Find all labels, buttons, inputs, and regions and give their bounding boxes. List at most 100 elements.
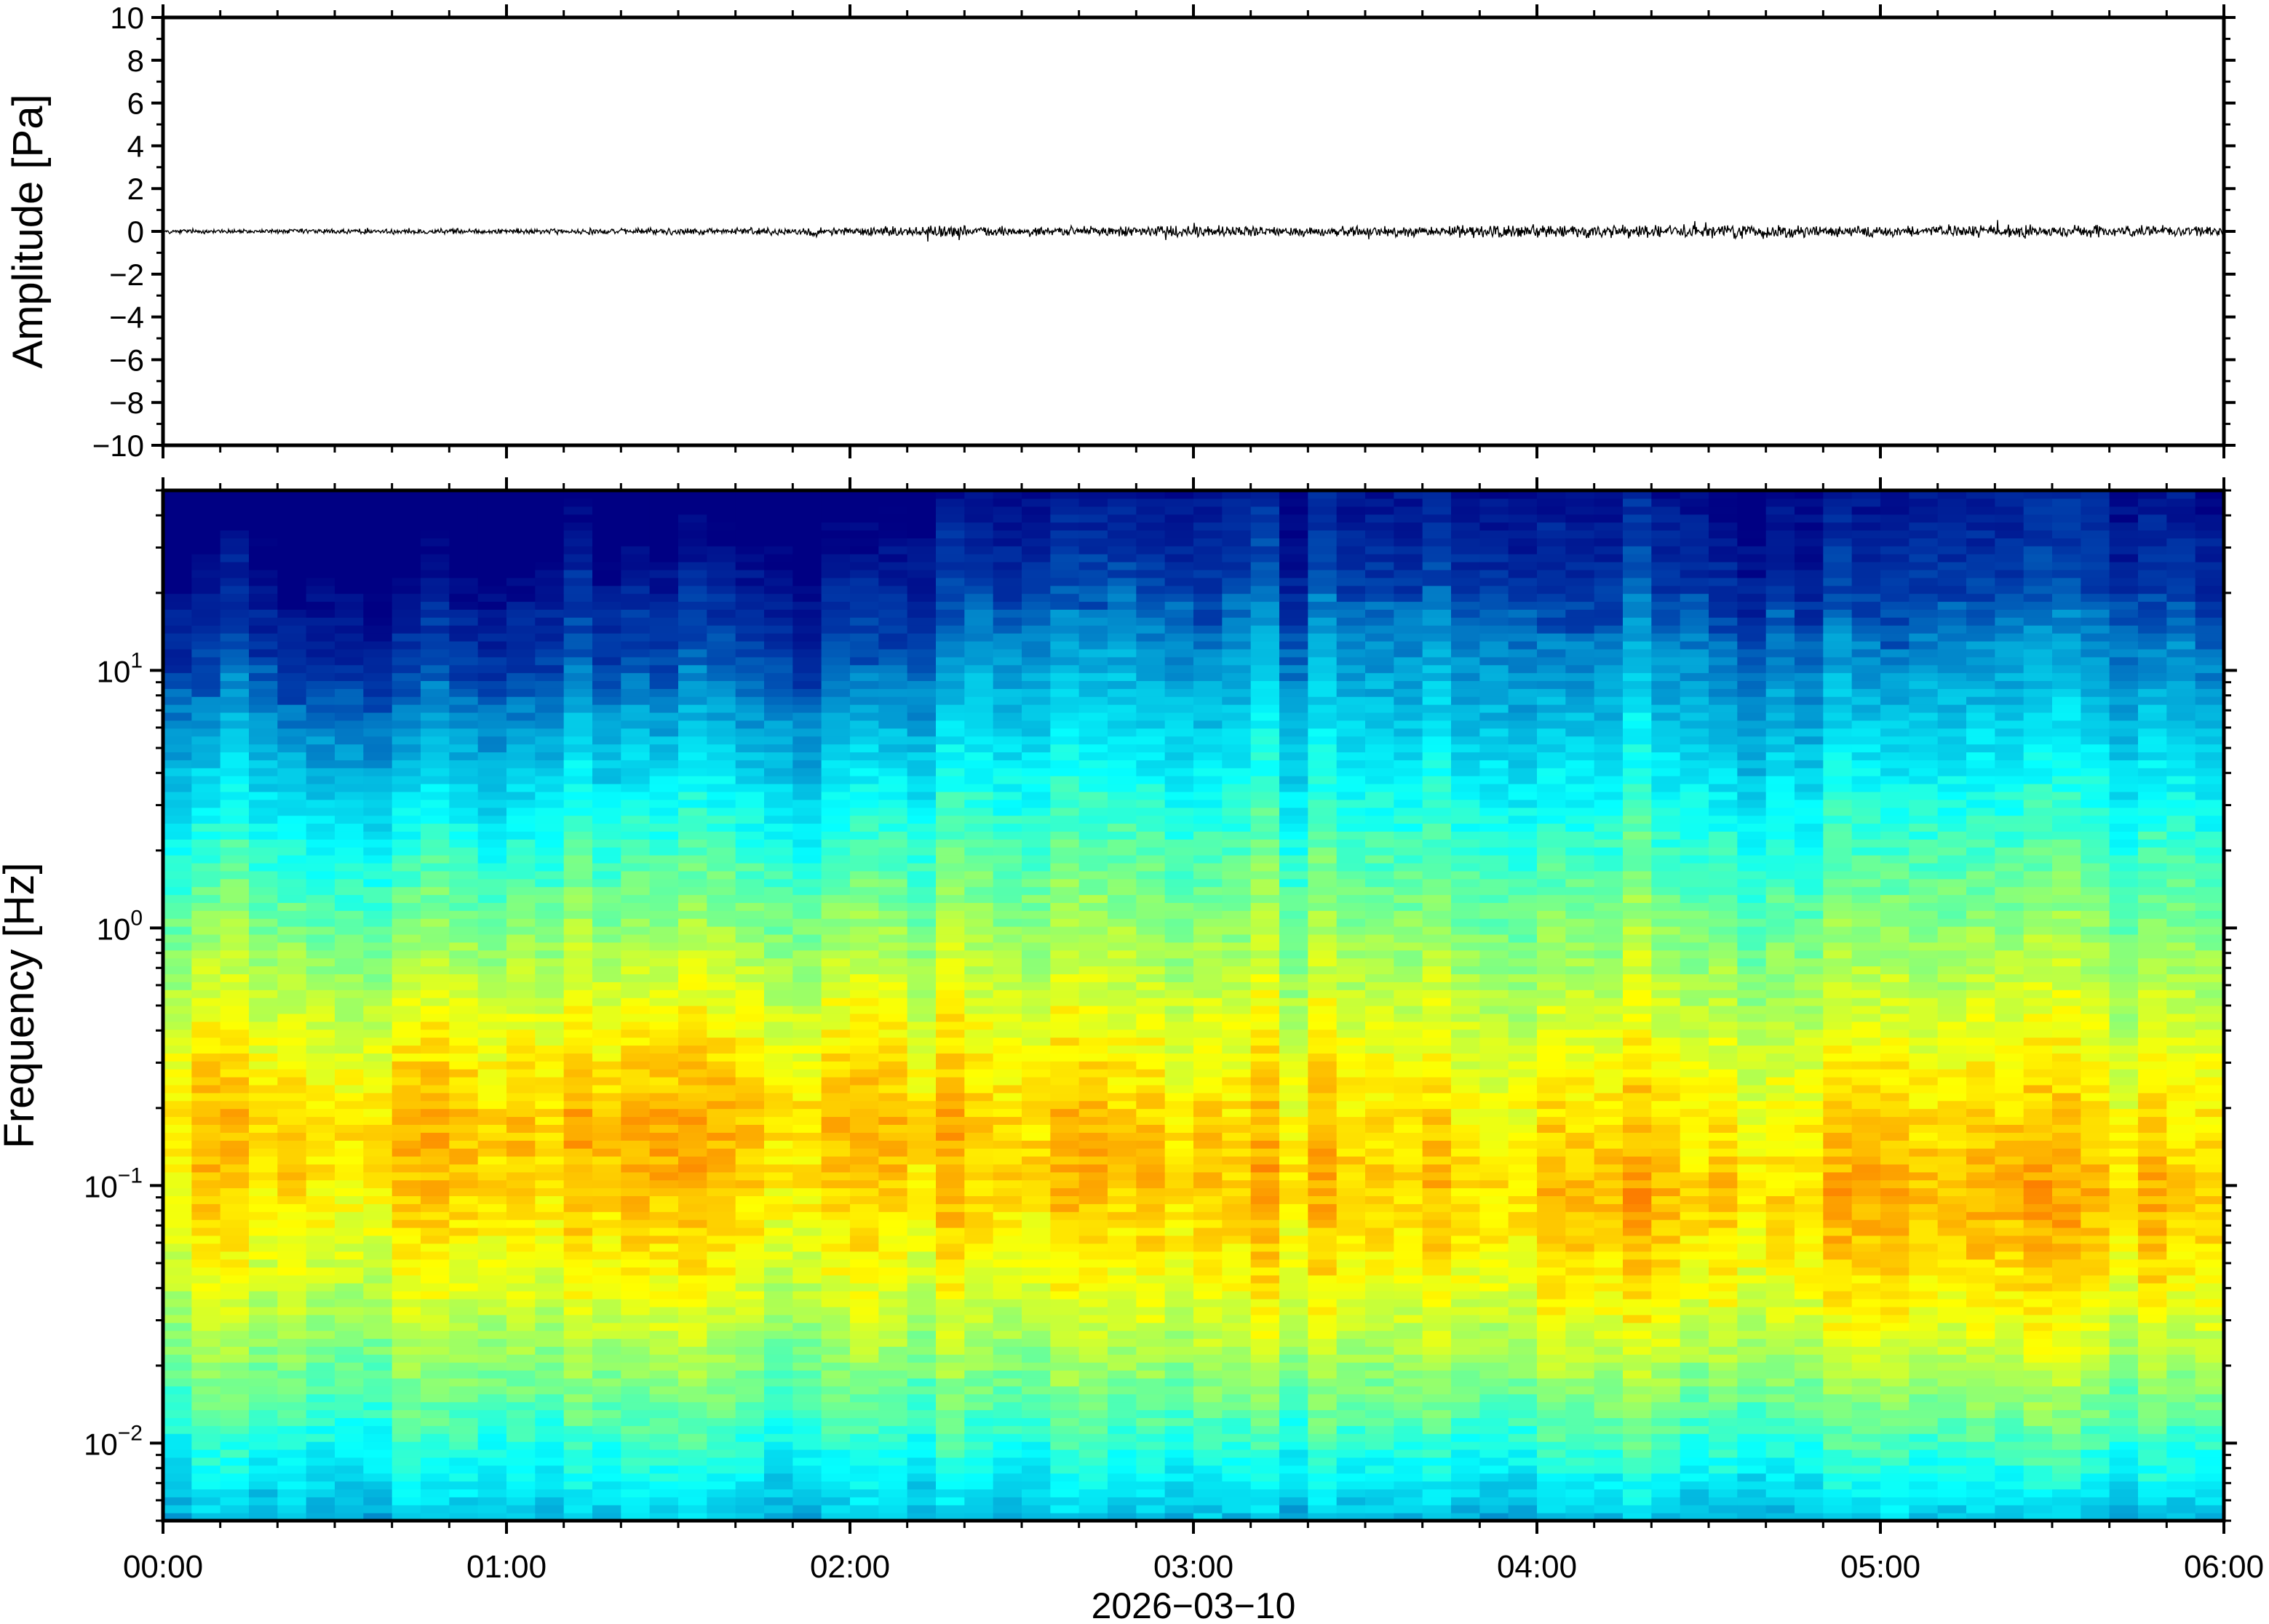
spectrogram-cell [1108, 1053, 1137, 1062]
spectrogram-cell [1136, 1299, 1166, 1307]
spectrogram-cell [621, 720, 651, 729]
spectrogram-cell [907, 656, 937, 666]
spectrogram-cell [792, 752, 822, 760]
spectrogram-cell [1136, 934, 1166, 943]
spectrogram-cell [592, 1377, 621, 1387]
spectrogram-cell [477, 1203, 507, 1212]
spectrogram-cell [1222, 1267, 1252, 1275]
spectrogram-cell [936, 1029, 965, 1038]
spectrogram-cell [191, 1084, 221, 1094]
spectrogram-cell [335, 1299, 364, 1307]
spectrogram-cell [421, 791, 450, 800]
spectrogram-cell [649, 1092, 679, 1102]
spectrogram-cell [621, 688, 651, 697]
spectrogram-cell [1050, 1006, 1080, 1014]
spectrogram-cell [249, 1227, 278, 1236]
spectrogram-cell [535, 1108, 565, 1118]
spectrogram-cell [563, 712, 593, 721]
spectrogram-cell [792, 1283, 822, 1291]
spectrogram-cell [1078, 1322, 1108, 1332]
spectrogram-cell [649, 1417, 679, 1426]
spectrogram-cell [191, 1306, 221, 1315]
spectrogram-cell [163, 1021, 192, 1030]
spectrogram-cell [993, 1314, 1022, 1324]
spectrogram-cell [907, 878, 937, 888]
spectrogram-cell [678, 1116, 707, 1125]
spectrogram-cell [335, 1441, 364, 1450]
spectrogram-cell [1136, 1021, 1166, 1030]
spectrogram-cell [277, 633, 307, 642]
spectrogram-cell [1078, 1505, 1108, 1513]
spectrogram-cell [1164, 1457, 1194, 1466]
spectrogram-cell [621, 870, 651, 880]
spectrogram-cell [392, 982, 421, 990]
spectrogram-cell [735, 569, 765, 578]
spectrogram-cell [1136, 1449, 1166, 1458]
spectrogram-cell [1050, 1417, 1080, 1426]
spectrogram-cell [936, 593, 965, 602]
spectrogram-cell [735, 720, 765, 729]
spectrogram-cell [191, 688, 221, 697]
spectrogram-cell [1136, 855, 1166, 864]
spectrogram-cell [621, 910, 651, 919]
spectrogram-cell [163, 1163, 192, 1173]
spectrogram-cell [1164, 664, 1194, 674]
spectrogram-cell [878, 807, 908, 816]
spectrogram-cell [363, 799, 393, 808]
spectrogram-cell [392, 1235, 421, 1244]
spectrogram-cell [964, 546, 994, 554]
spectrogram-cell [649, 815, 679, 824]
spectrogram-cell [678, 1235, 707, 1244]
spectrogram-cell [449, 831, 479, 840]
spectrogram-cell [1022, 625, 1051, 634]
spectrogram-cell [1050, 1037, 1080, 1046]
spectrogram-cell [1050, 910, 1080, 919]
spectrogram-cell [993, 538, 1022, 546]
spectrogram-cell [1050, 1108, 1080, 1118]
spectrogram-cell [392, 696, 421, 705]
spectrogram-cell [964, 799, 994, 808]
spectrogram-cell [506, 736, 536, 745]
spectrogram-cell [220, 1211, 250, 1220]
spectrogram-cell [993, 1140, 1022, 1149]
spectrogram-cell [649, 1385, 679, 1395]
spectrogram-cell [1222, 1283, 1252, 1291]
spectrogram-cell [964, 640, 994, 650]
spectrogram-cell [936, 1061, 965, 1070]
spectrogram-cell [878, 1251, 908, 1260]
spectrogram-cell [1108, 1425, 1137, 1434]
spectrogram-cell [1078, 625, 1108, 634]
spectrogram-cell [1108, 1219, 1137, 1228]
spectrogram-cell [964, 966, 994, 975]
spectrogram-cell [335, 1187, 364, 1197]
spectrogram-cell [392, 1425, 421, 1434]
spectrogram-cell [363, 998, 393, 1006]
spectrogram-cell [220, 1449, 250, 1458]
spectrogram-cell [421, 1393, 450, 1403]
spectrogram-cell [735, 1124, 765, 1133]
spectrogram-cell [506, 688, 536, 697]
spectrogram-cell [1222, 1211, 1252, 1220]
spectrogram-cell [764, 514, 793, 523]
spectrogram-cell [1022, 752, 1051, 760]
spectrogram-cell [678, 1092, 707, 1102]
spectrogram-cell [964, 918, 994, 927]
spectrogram-cell [306, 1267, 335, 1275]
spectrogram-cell [477, 934, 507, 943]
spectrogram-cell [421, 1497, 450, 1505]
spectrogram-cell [421, 934, 450, 943]
spectrogram-cell [363, 617, 393, 626]
spectrogram-cell [907, 1465, 937, 1474]
spectrogram-cell [850, 1179, 879, 1189]
spectrogram-cell [707, 672, 736, 682]
spectrogram-cell [1164, 1354, 1194, 1363]
spectrogram-cell [1136, 1171, 1166, 1181]
spectrogram-cell [249, 704, 278, 713]
spectrogram-cell [707, 1465, 736, 1474]
spectrogram-cell [621, 776, 651, 784]
spectrogram-cell [764, 799, 793, 808]
spectrogram-cell [792, 1354, 822, 1363]
spectrogram-cell [249, 855, 278, 864]
spectrogram-cell [678, 1251, 707, 1260]
spectrogram-cell [592, 736, 621, 745]
